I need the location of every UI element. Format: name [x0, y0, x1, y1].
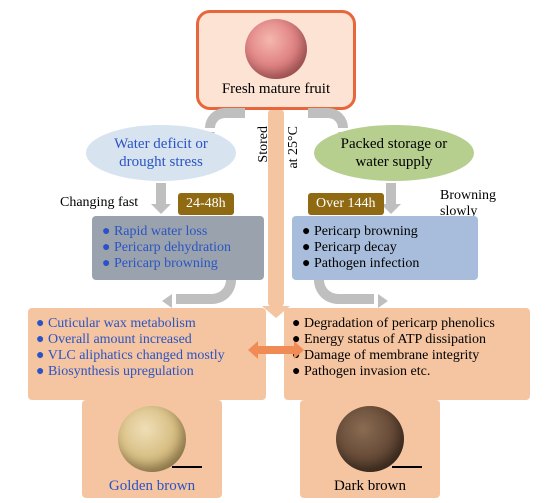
list-item: Pericarp decay	[302, 240, 468, 256]
low-left-list: Cuticular wax metabolismOverall amount i…	[36, 316, 258, 380]
label-changing-fast: Changing fast	[60, 195, 138, 211]
mid-right-list: Pericarp browningPericarp decayPathogen …	[302, 224, 468, 272]
list-item: Cuticular wax metabolism	[36, 316, 258, 332]
mid-left-list: Rapid water lossPericarp dehydrationPeri…	[102, 224, 254, 272]
list-item: Pericarp browning	[302, 224, 468, 240]
dark-fruit-icon	[336, 406, 404, 472]
list-item: Biosynthesis upregulation	[36, 364, 258, 380]
mid-box-right: Pericarp browningPericarp decayPathogen …	[292, 216, 478, 280]
list-item: Energy status of ATP dissipation	[292, 332, 522, 348]
arrow-top-left	[205, 108, 245, 128]
badge-24-48h: 24-48h	[178, 193, 234, 215]
top-fruit-box: Fresh mature fruit	[196, 10, 356, 110]
top-label: Fresh mature fruit	[199, 81, 353, 98]
arrow-mid-right	[314, 280, 374, 304]
low-right-list: Degradation of pericarp phenolicsEnergy …	[292, 316, 522, 380]
low-box-left: Cuticular wax metabolismOverall amount i…	[28, 308, 266, 400]
list-item: Overall amount increased	[36, 332, 258, 348]
bottom-box-golden: Golden brown	[82, 400, 222, 498]
list-item: Rapid water loss	[102, 224, 254, 240]
horizontal-double-arrow	[258, 346, 294, 354]
list-item: Pathogen infection	[302, 256, 468, 272]
list-item: Damage of membrane integrity	[292, 348, 522, 364]
golden-fruit-icon	[118, 406, 186, 472]
list-item: Degradation of pericarp phenolics	[292, 316, 522, 332]
scale-bar-left	[172, 466, 202, 468]
ellipse-water-deficit: Water deficit or drought stress	[86, 125, 236, 181]
diagram-canvas: Fresh mature fruit Water deficit or drou…	[0, 0, 552, 503]
center-label-temp: at 25°C	[286, 126, 302, 169]
mid-box-left: Rapid water lossPericarp dehydrationPeri…	[92, 216, 264, 280]
list-item: VLC aliphatics changed mostly	[36, 348, 258, 364]
low-box-right: Degradation of pericarp phenolicsEnergy …	[284, 308, 530, 400]
bottom-box-dark: Dark brown	[300, 400, 440, 498]
list-item: Pericarp dehydration	[102, 240, 254, 256]
center-label-stored: Stored	[256, 126, 272, 163]
arrow-mid-left	[176, 280, 236, 304]
badge-over-144h: Over 144h	[308, 193, 384, 215]
arrow-right-down	[386, 183, 396, 205]
arrow-top-right	[308, 108, 348, 128]
bottom-label-dark: Dark brown	[300, 478, 440, 495]
bottom-label-golden: Golden brown	[82, 478, 222, 495]
fresh-fruit-icon	[245, 19, 307, 79]
scale-bar-right	[392, 466, 422, 468]
list-item: Pericarp browning	[102, 256, 254, 272]
ellipse-packed-storage: Packed storage or water supply	[314, 125, 474, 181]
list-item: Pathogen invasion etc.	[292, 364, 522, 380]
arrow-left-down	[156, 183, 166, 205]
